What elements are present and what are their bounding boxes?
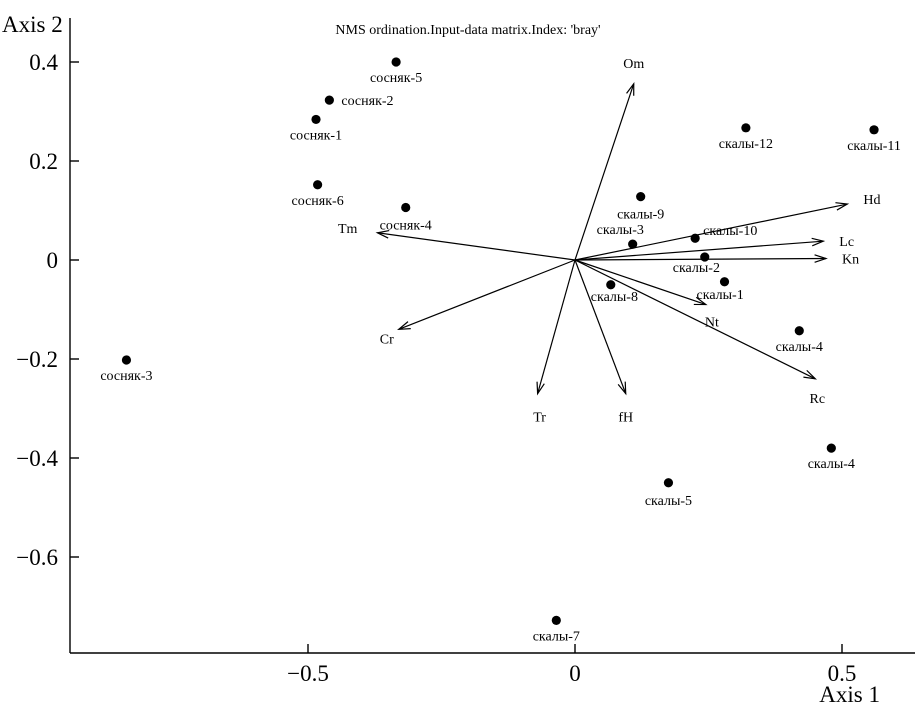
vector-cr: [398, 259, 576, 330]
vector-arrowhead: [375, 230, 390, 239]
vector-arrowhead: [811, 237, 826, 247]
y-tick-label: −0.6: [16, 545, 58, 570]
vector-arrowhead: [626, 81, 635, 96]
site-point-label: скалы-8: [591, 290, 638, 305]
y-tick-label: 0: [47, 248, 59, 273]
site-point: [121, 355, 132, 365]
site-point-label: скалы-4: [808, 457, 855, 472]
site-point-label: сосняк-5: [370, 71, 422, 86]
site-point: [869, 125, 879, 135]
y-tick-label: 0.2: [29, 149, 58, 174]
vector-label: Hd: [863, 193, 880, 208]
site-point: [628, 239, 638, 249]
site-point: [741, 123, 751, 133]
site-point: [401, 202, 411, 213]
site-point: [311, 114, 321, 125]
vector-arrowhead: [814, 254, 828, 263]
vector-hd: [574, 203, 848, 261]
site-point: [324, 95, 334, 105]
site-point: [636, 192, 646, 202]
vector-label: Lc: [839, 235, 854, 250]
vector-tm: [377, 232, 576, 261]
vector-label: fH: [618, 411, 633, 426]
chart-title: NMS ordination.Input-data matrix.Index: …: [335, 23, 600, 38]
x-axis-title: Axis 1: [819, 682, 880, 707]
site-point-label: сосняк-6: [292, 194, 344, 209]
vector-label: Tr: [533, 411, 546, 426]
vector-arrowhead: [536, 381, 545, 396]
site-point: [794, 326, 804, 336]
vector-fh: [574, 259, 627, 394]
vector-rc: [574, 259, 816, 380]
env-vectors: Om Hd Lc Kn Tm Cr Nt Rc Tr fH: [338, 57, 880, 426]
vector-label: Kn: [842, 253, 859, 268]
site-point-label: скалы-12: [719, 137, 773, 152]
axis-ticks: −0.5 0 0.5 0.4 0.2 0 −0.2 −0.4 −0.6: [16, 50, 856, 686]
vector-label: Nt: [705, 316, 719, 331]
vector-kn: [574, 257, 826, 261]
vector-arrowhead: [693, 296, 708, 306]
site-points: сосняк-5 сосняк-2 сосняк-1 сосняк-6 сосняк-4…: [100, 57, 901, 644]
site-point: [826, 443, 836, 453]
site-point: [663, 478, 674, 488]
site-point-label: скалы-10: [703, 224, 757, 239]
y-tick-label: −0.2: [16, 347, 58, 372]
site-point-label: скалы-7: [533, 629, 580, 644]
site-point-label: сосняк-1: [290, 128, 342, 143]
y-tick-label: 0.4: [29, 50, 58, 75]
site-point: [690, 233, 700, 243]
vector-arrowhead: [835, 202, 850, 211]
vector-lc: [574, 240, 824, 261]
site-point: [719, 277, 730, 287]
site-point-label: сосняк-2: [341, 94, 393, 109]
site-point-label: скалы-9: [617, 208, 664, 223]
vector-om: [574, 83, 635, 261]
vector-label: Om: [623, 57, 644, 72]
site-point-label: скалы-11: [847, 139, 901, 154]
site-point-label: скалы-4: [776, 340, 823, 355]
vector-tr: [537, 259, 576, 394]
vector-arrowhead: [617, 381, 627, 396]
x-tick-label: 0: [569, 661, 581, 686]
y-tick-label: −0.4: [16, 446, 58, 471]
vector-label: Cr: [380, 332, 394, 347]
site-point-label: скалы-3: [597, 223, 644, 238]
vector-nt: [574, 259, 707, 306]
site-point-label: скалы-2: [673, 261, 720, 276]
vector-label: Rc: [810, 392, 826, 407]
y-axis-title: Axis 2: [2, 12, 63, 37]
site-point-label: скалы-1: [697, 288, 744, 303]
vector-arrowhead: [397, 321, 411, 330]
site-point: [700, 252, 710, 262]
site-point: [313, 180, 323, 190]
vector-label: Tm: [338, 222, 358, 237]
site-point-label: сосняк-4: [380, 219, 432, 234]
site-point: [606, 280, 616, 290]
site-point-label: сосняк-3: [100, 369, 152, 384]
x-tick-label: −0.5: [287, 661, 329, 686]
site-point: [391, 57, 401, 67]
site-point-label: скалы-5: [645, 494, 692, 509]
x-tick-label: 0.5: [828, 661, 857, 686]
site-point: [551, 615, 561, 625]
vector-arrowhead: [803, 369, 818, 380]
